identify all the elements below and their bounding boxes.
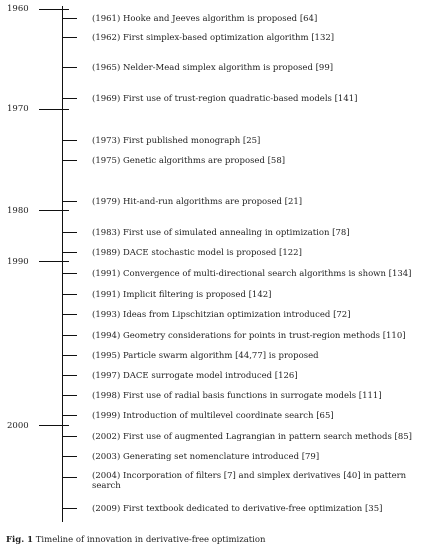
event-tick: [62, 252, 77, 253]
year-label: 2000: [7, 421, 29, 431]
year-label: 1970: [7, 104, 29, 114]
timeline-event: (1962) First simplex-based optimization …: [92, 33, 335, 43]
timeline-event: (1995) Particle swarm algorithm [44,77] …: [92, 351, 319, 361]
event-tick: [62, 67, 77, 68]
timeline-axis: [62, 6, 63, 522]
event-tick: [62, 314, 77, 315]
timeline-event: (2009) First textbook dedicated to deriv…: [92, 504, 383, 514]
timeline-event: (2002) First use of augmented Lagrangian…: [92, 432, 412, 442]
timeline-event: (1973) First published monograph [25]: [92, 136, 261, 146]
timeline-event: (1961) Hooke and Jeeves algorithm is pro…: [92, 14, 318, 24]
timeline-event: (1989) DACE stochastic model is proposed…: [92, 248, 302, 258]
timeline-event: (1994) Geometry considerations for point…: [92, 331, 406, 341]
timeline-event: (1991) Implicit filtering is proposed [1…: [92, 290, 272, 300]
event-tick: [62, 395, 77, 396]
timeline-event: (1993) Ideas from Lipschitzian optimizat…: [92, 310, 351, 320]
timeline-event: (1979) Hit-and-run algorithms are propos…: [92, 197, 303, 207]
timeline-event: (1991) Convergence of multi-directional …: [92, 269, 412, 279]
year-label: 1990: [7, 257, 29, 267]
event-tick: [62, 456, 77, 457]
year-tick: [39, 261, 69, 262]
year-tick: [39, 210, 69, 211]
year-label: 1980: [7, 206, 29, 216]
year-tick: [39, 9, 69, 10]
timeline-event: (1965) Nelder-Mead simplex algorithm is …: [92, 63, 334, 73]
event-tick: [62, 201, 77, 202]
caption-label: Fig. 1: [6, 535, 34, 545]
year-tick: [39, 425, 69, 426]
event-tick: [62, 375, 77, 376]
event-tick: [62, 477, 77, 478]
year-tick: [39, 109, 69, 110]
event-tick: [62, 355, 77, 356]
event-tick: [62, 98, 77, 99]
event-tick: [62, 436, 77, 437]
timeline-event: (1969) First use of trust-region quadrat…: [92, 94, 358, 104]
event-tick: [62, 232, 77, 233]
event-tick: [62, 140, 77, 141]
event-tick: [62, 160, 77, 161]
event-tick: [62, 508, 77, 509]
timeline-event: (1983) First use of simulated annealing …: [92, 228, 350, 238]
timeline-event: (2003) Generating set nomenclature intro…: [92, 452, 320, 462]
figure-caption: Fig. 1 Timeline of innovation in derivat…: [6, 535, 436, 546]
timeline-event: (1999) Introduction of multilevel coordi…: [92, 411, 334, 421]
event-tick: [62, 37, 77, 38]
timeline-event: (2004) Incorporation of filters [7] and …: [92, 471, 407, 491]
event-tick: [62, 415, 77, 416]
event-tick: [62, 18, 77, 19]
caption-text: Timeline of innovation in derivative-fre…: [35, 535, 266, 545]
timeline-event: (1997) DACE surrogate model introduced […: [92, 371, 298, 381]
timeline-event: (1975) Genetic algorithms are proposed […: [92, 156, 286, 166]
event-tick: [62, 294, 77, 295]
event-tick: [62, 273, 77, 274]
year-label: 1960: [7, 4, 29, 14]
timeline-event: (1998) First use of radial basis functio…: [92, 391, 382, 401]
event-tick: [62, 335, 77, 336]
